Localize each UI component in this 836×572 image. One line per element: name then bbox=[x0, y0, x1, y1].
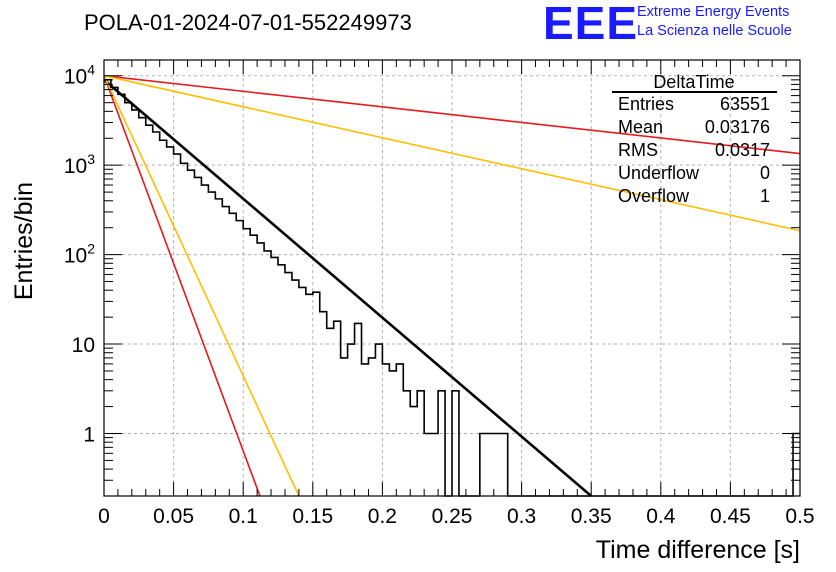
y-tick-label: 10 bbox=[72, 334, 95, 357]
fit-line bbox=[103, 78, 593, 497]
x-tick-label: 0.25 bbox=[432, 505, 473, 528]
chart-title: POLA-01-2024-07-01-552249973 bbox=[84, 10, 412, 35]
stats-label: RMS bbox=[618, 140, 658, 160]
x-tick-label: 0.05 bbox=[153, 505, 194, 528]
fit-curves bbox=[103, 74, 801, 497]
stats-value: 1 bbox=[760, 186, 770, 206]
y-tick-label: 103 bbox=[64, 151, 95, 178]
logo-line-2: La Scienza nelle Scuole bbox=[637, 23, 792, 39]
x-tick-labels: 0 0.05 0.1 0.15 0.2 0.25 0.3 0.35 0.4 0.45 0.5 bbox=[98, 505, 814, 528]
x-tick-label: 0.5 bbox=[785, 505, 814, 528]
x-tick-label: 0 bbox=[98, 505, 110, 528]
stats-label: Underflow bbox=[618, 163, 700, 183]
eee-logo: EEE bbox=[543, 0, 639, 49]
stats-value: 0 bbox=[760, 163, 770, 183]
x-axis-label: Time difference [s] bbox=[596, 536, 800, 564]
stats-value: 0.0317 bbox=[715, 140, 770, 160]
x-tick-label: 0.1 bbox=[229, 505, 258, 528]
stats-label: Entries bbox=[618, 94, 674, 114]
axis-ticks bbox=[103, 60, 801, 497]
logo-caption: Extreme Energy Events La Scienza nelle S… bbox=[637, 3, 792, 41]
y-tick-label: 1 bbox=[83, 423, 95, 446]
x-tick-label: 0.15 bbox=[292, 505, 333, 528]
x-tick-label: 0.4 bbox=[646, 505, 676, 528]
stats-label: Mean bbox=[618, 117, 663, 137]
x-tick-label: 0.45 bbox=[710, 505, 751, 528]
fit-line bbox=[103, 75, 300, 497]
stats-value: 63551 bbox=[720, 94, 770, 114]
x-tick-label: 0.35 bbox=[571, 505, 612, 528]
stats-label: Overflow bbox=[618, 186, 690, 206]
y-tick-labels: 1 10 102 103 104 bbox=[64, 62, 95, 447]
fit-line bbox=[103, 75, 261, 497]
y-tick-label: 102 bbox=[64, 241, 95, 268]
logo-line-1: Extreme Energy Events bbox=[637, 4, 790, 20]
y-tick-label: 104 bbox=[64, 62, 95, 89]
y-axis-label: Entries/bin bbox=[10, 182, 38, 300]
fit-line bbox=[103, 74, 801, 155]
x-tick-label: 0.3 bbox=[507, 505, 536, 528]
fit-line bbox=[103, 74, 801, 232]
stats-value: 0.03176 bbox=[705, 117, 770, 137]
stats-title: DeltaTime bbox=[653, 72, 734, 92]
x-tick-label: 0.2 bbox=[368, 505, 397, 528]
